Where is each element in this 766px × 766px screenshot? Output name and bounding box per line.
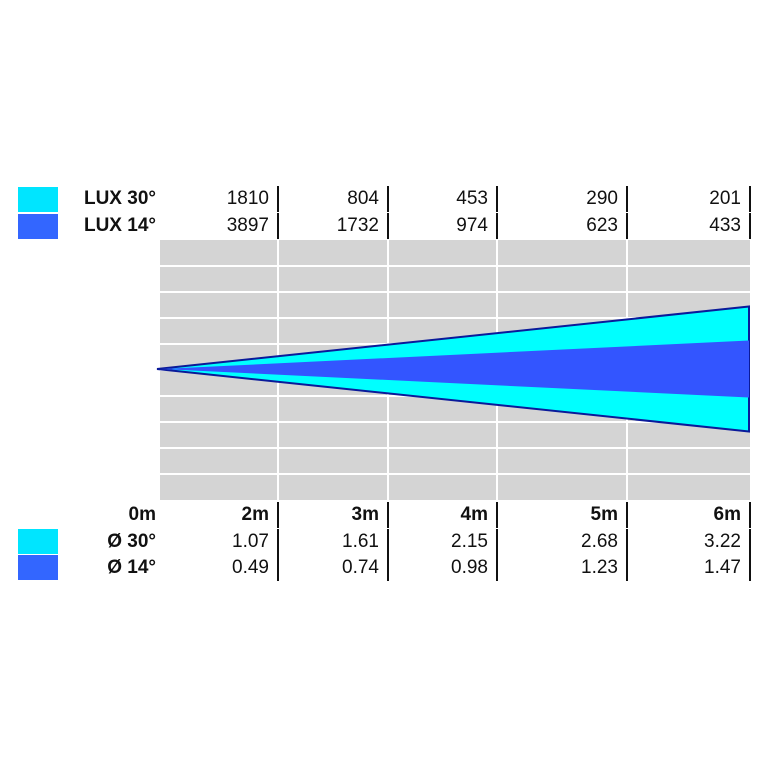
column-separator [749, 529, 751, 555]
row-label-dia-30: Ø 30° [107, 531, 156, 552]
plot-background [160, 240, 750, 500]
column-separator [387, 529, 389, 555]
column-separator [626, 502, 628, 528]
legend-swatch-dia-14 [18, 555, 58, 580]
legend-swatch-lux-30 [18, 187, 58, 212]
column-separator [496, 186, 498, 212]
column-separator [387, 213, 389, 239]
column-separator [496, 213, 498, 239]
distance-label-2m: 2m [241, 504, 269, 525]
column-separator [626, 213, 628, 239]
column-separator [496, 555, 498, 581]
column-separator [387, 502, 389, 528]
column-separator [749, 555, 751, 581]
column-separator [277, 213, 279, 239]
table-cell: 3.22 [704, 531, 741, 552]
row-label-dia-14: Ø 14° [107, 557, 156, 578]
legend-swatch-lux-14 [18, 214, 58, 239]
column-separator [626, 555, 628, 581]
table-cell: 623 [586, 215, 618, 236]
table-cell: 1.23 [581, 557, 618, 578]
distance-label-0m: 0m [128, 504, 156, 525]
table-cell: 1732 [336, 215, 379, 236]
distance-label-4m: 4m [460, 504, 488, 525]
distance-label-6m: 6m [713, 504, 741, 525]
column-separator [277, 555, 279, 581]
column-separator [626, 186, 628, 212]
table-cell: 0.74 [342, 557, 379, 578]
row-label-lux-14: LUX 14° [83, 215, 156, 236]
table-cell: 804 [347, 188, 379, 209]
table-cell: 1.07 [232, 531, 269, 552]
table-cell: 974 [456, 215, 488, 236]
column-separator [496, 502, 498, 528]
column-separator [277, 186, 279, 212]
distance-label-5m: 5m [590, 504, 618, 525]
table-cell: 0.98 [451, 557, 488, 578]
distance-label-3m: 3m [351, 504, 379, 525]
column-separator [749, 186, 751, 212]
table-cell: 453 [456, 188, 488, 209]
column-separator [277, 529, 279, 555]
column-separator [387, 186, 389, 212]
table-cell: 2.15 [451, 531, 488, 552]
table-cell: 2.68 [581, 531, 618, 552]
column-separator [626, 529, 628, 555]
table-cell: 3897 [226, 215, 269, 236]
column-separator [749, 502, 751, 528]
beam-narrow-14 [161, 340, 749, 398]
table-cell: 290 [586, 188, 618, 209]
beam-wide-30 [156, 305, 750, 433]
table-cell: 1.61 [342, 531, 379, 552]
table-cell: 1810 [226, 188, 269, 209]
legend-swatch-dia-30 [18, 529, 58, 554]
column-separator [277, 502, 279, 528]
column-separator [387, 555, 389, 581]
table-cell: 433 [709, 215, 741, 236]
table-cell: 0.49 [232, 557, 269, 578]
column-separator [496, 529, 498, 555]
table-cell: 201 [709, 188, 741, 209]
table-cell: 1.47 [704, 557, 741, 578]
column-separator [749, 213, 751, 239]
row-label-lux-30: LUX 30° [83, 188, 156, 209]
